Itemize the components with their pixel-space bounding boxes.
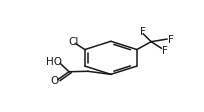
Text: F: F — [140, 27, 146, 37]
Text: O: O — [50, 75, 59, 85]
Text: F: F — [169, 35, 174, 45]
Text: HO: HO — [46, 57, 62, 67]
Text: Cl: Cl — [69, 36, 79, 46]
Text: F: F — [162, 46, 167, 56]
